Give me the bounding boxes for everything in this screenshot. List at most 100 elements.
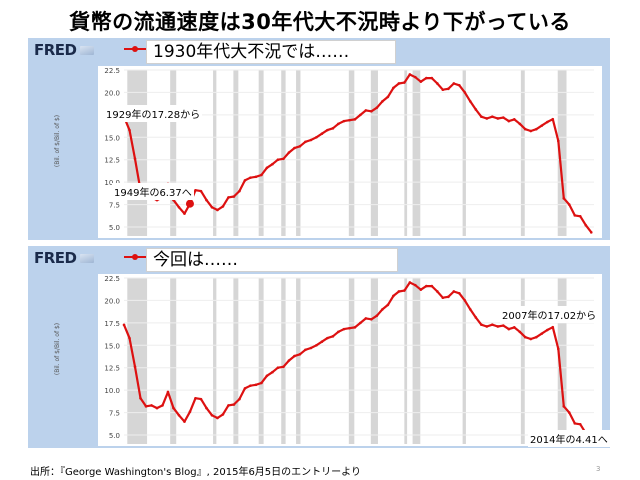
data-point	[243, 387, 247, 390]
data-point	[221, 413, 225, 416]
data-point	[474, 108, 478, 111]
data-point	[414, 283, 417, 287]
data-point	[512, 118, 516, 121]
data-point	[425, 76, 428, 80]
data-point	[287, 151, 291, 154]
data-point	[265, 166, 269, 170]
data-point	[447, 87, 450, 91]
y-tick-label: 10.0	[104, 387, 120, 395]
highlight-point	[185, 199, 194, 208]
data-point	[567, 203, 571, 206]
data-point	[260, 381, 263, 385]
data-point	[556, 347, 560, 351]
data-point	[155, 406, 159, 410]
y-tick-label: 17.5	[104, 320, 120, 328]
data-point	[337, 330, 340, 334]
data-point	[501, 324, 505, 327]
data-point	[194, 396, 197, 400]
fred-chart-icon	[79, 46, 94, 55]
y-tick-label: 5.0	[109, 432, 120, 440]
data-point	[397, 82, 401, 85]
recession-band	[370, 70, 378, 236]
data-point	[271, 162, 274, 166]
data-point	[205, 406, 208, 410]
data-point	[309, 346, 313, 350]
data-point	[518, 122, 522, 126]
data-point	[177, 413, 181, 417]
data-point	[238, 189, 241, 193]
recession-band	[412, 278, 421, 444]
recession-band	[520, 278, 525, 444]
recession-band	[296, 278, 301, 444]
data-point	[276, 366, 280, 370]
data-point	[216, 208, 219, 212]
plot-area: 22.520.017.515.012.510.07.55.0	[98, 66, 602, 238]
data-point	[419, 288, 423, 291]
data-point	[249, 176, 252, 179]
recession-band	[557, 278, 567, 444]
y-tick-label: 12.5	[104, 157, 120, 165]
data-point	[501, 116, 505, 119]
line-chart: 22.5 20.0 17.5 15.0 12.5 10.0 7.5 5.0	[104, 275, 596, 445]
data-point	[287, 359, 291, 362]
recession-band	[170, 70, 177, 236]
data-point	[232, 403, 236, 406]
data-point	[183, 420, 186, 423]
slide-title: 貨幣の流通速度は30年代大不況時より下がっている	[69, 10, 571, 34]
data-point	[441, 296, 445, 300]
data-point	[425, 284, 428, 288]
data-point	[419, 80, 423, 83]
data-point	[221, 205, 225, 208]
recession-band	[258, 70, 264, 236]
data-point	[359, 113, 362, 117]
data-point	[348, 118, 351, 122]
recession-band	[404, 278, 408, 444]
data-point	[172, 406, 175, 410]
data-point	[534, 335, 538, 339]
data-point	[463, 299, 467, 302]
legend-label: 今回は……	[146, 248, 398, 272]
data-point	[403, 289, 406, 292]
fred-logo: FRED	[34, 41, 94, 59]
recession-band	[213, 278, 217, 444]
recession-band	[348, 278, 355, 444]
data-point	[326, 336, 329, 340]
data-point	[540, 124, 544, 127]
data-point	[128, 128, 131, 132]
data-point	[540, 332, 544, 335]
data-point	[523, 127, 527, 131]
data-point	[562, 197, 566, 200]
data-point	[381, 308, 384, 311]
legend-line-icon	[124, 254, 146, 260]
data-point	[441, 88, 445, 92]
recession-band	[370, 278, 378, 444]
data-point	[463, 91, 467, 94]
data-point	[227, 196, 230, 199]
data-point	[578, 214, 582, 218]
data-point	[392, 294, 395, 298]
data-point	[249, 384, 252, 387]
data-point	[353, 118, 357, 121]
data-point	[452, 82, 456, 85]
data-point	[386, 95, 390, 99]
data-point	[578, 422, 582, 426]
recession-band	[462, 278, 466, 444]
data-point	[392, 86, 395, 90]
y-tick-label: 22.5	[104, 275, 120, 283]
fred-chart-panel-current: FRED 今回は…… 22.5 20.0 17.5 15.0 12.5 10.0 7.5 5.…	[28, 246, 610, 448]
data-point	[370, 109, 373, 113]
data-point	[243, 179, 247, 182]
data-point	[139, 396, 142, 400]
data-point	[551, 325, 555, 329]
source-footer: 出所：『George Washington's Blog』, 2015年6月5日…	[30, 467, 361, 478]
data-point	[491, 323, 494, 326]
data-point	[265, 374, 269, 378]
recession-band	[462, 70, 466, 236]
data-point	[370, 317, 373, 321]
data-point	[584, 223, 588, 227]
data-point	[309, 138, 313, 142]
data-point	[227, 404, 230, 407]
data-point	[491, 115, 494, 118]
data-point	[331, 127, 335, 130]
data-point	[381, 100, 384, 103]
